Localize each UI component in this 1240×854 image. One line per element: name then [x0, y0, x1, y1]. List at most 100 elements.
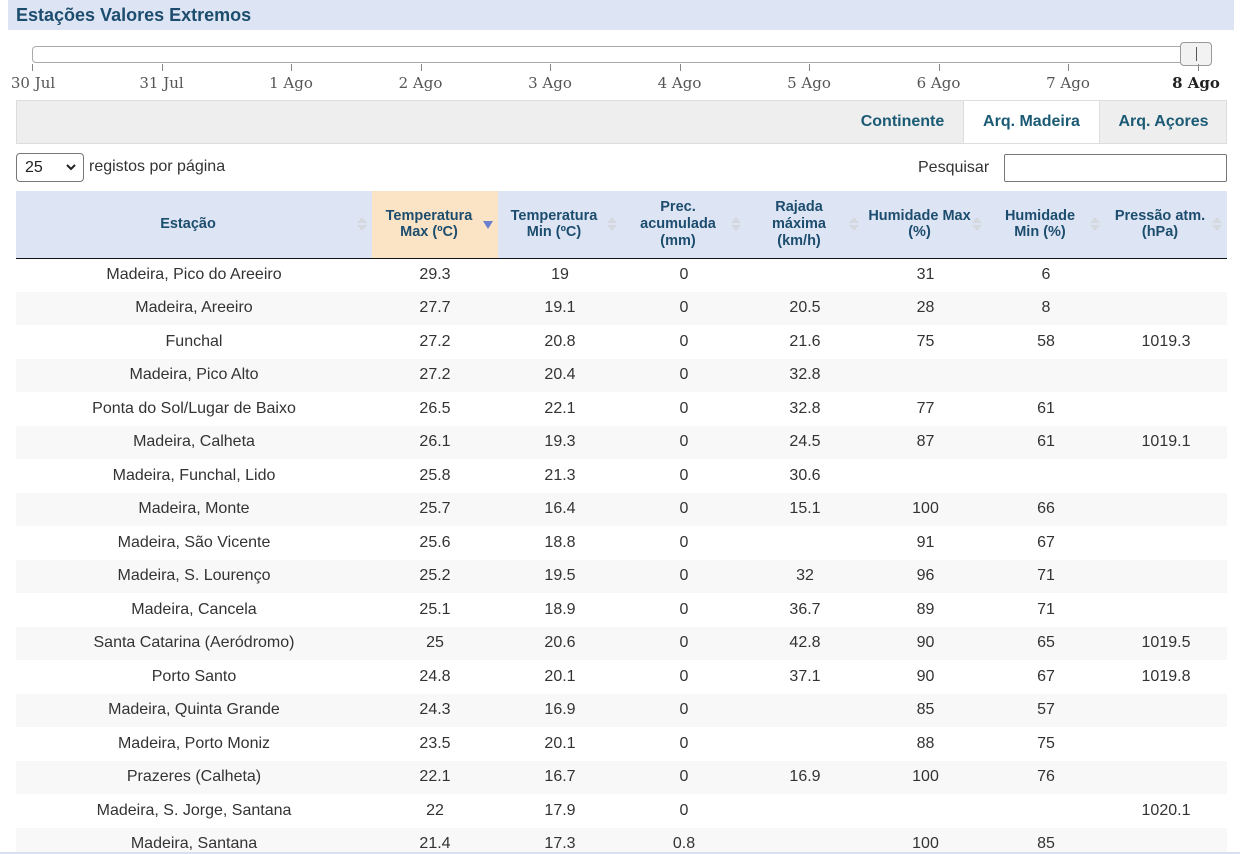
sort-descending-icon — [483, 221, 493, 230]
table-cell: 27.7 — [372, 291, 498, 325]
table-cell: 0 — [622, 291, 746, 325]
stations-table-wrap: Estação Temperatura Max (ºC) Temperatura M… — [16, 191, 1227, 854]
table-cell: Madeira, Funchal, Lido — [112, 466, 276, 484]
table-cell: 21.6 — [789, 332, 821, 350]
table-cell: 66 — [987, 492, 1105, 526]
table-cell: 76 — [987, 760, 1105, 794]
sort-icon — [731, 217, 741, 232]
table-cell: 91 — [916, 533, 935, 551]
tab-continente[interactable]: Continente — [860, 113, 945, 130]
table-row: Madeira, S. Lourenço 25.2 19.5 0 32 96 71 — [16, 559, 1227, 593]
timeline-date-label[interactable]: 4 Ago — [657, 74, 702, 92]
tab-arq-madeira[interactable]: Arq. Madeira — [963, 101, 1100, 143]
table-cell: 32.8 — [746, 358, 864, 392]
table-row: Madeira, Funchal, Lido 25.8 21.3 0 30.6 — [16, 459, 1227, 493]
table-cell: Madeira, Porto Moniz — [117, 734, 271, 752]
table-cell: 0 — [679, 533, 689, 551]
table-row: Madeira, Cancela 25.1 18.9 0 36.7 89 71 — [16, 593, 1227, 627]
timeline-date-label[interactable]: 2 Ago — [398, 74, 443, 92]
timeline-date-label[interactable]: 30 Jul — [10, 74, 56, 92]
table-cell: 1020.1 — [1141, 801, 1191, 819]
timeline-date-label[interactable]: 8 Ago — [1172, 74, 1220, 92]
timeline-date-label[interactable]: 6 Ago — [916, 74, 961, 92]
table-row: Madeira, Areeiro 27.7 19.1 0 20.5 28 8 — [16, 291, 1227, 325]
table-cell: 25.6 — [419, 533, 451, 551]
table-cell: Madeira, Quinta Grande — [16, 693, 372, 727]
sort-icon — [972, 217, 982, 232]
column-header[interactable]: Estação — [16, 191, 372, 259]
table-cell: 100 — [864, 760, 987, 794]
tab-arq-acores[interactable]: Arq. Açores — [1118, 113, 1209, 130]
timeline-tick — [938, 64, 940, 71]
column-header[interactable]: Rajada máxima (km/h) — [746, 191, 864, 259]
table-cell: 58 — [1037, 332, 1055, 350]
date-slider-track[interactable] — [32, 46, 1212, 63]
column-header[interactable]: Prec. acumulada (mm) — [622, 191, 746, 259]
search-input[interactable] — [1004, 154, 1227, 182]
column-header[interactable]: Humidade Max (%) — [864, 191, 987, 259]
table-row: Prazeres (Calheta) 22.1 16.7 0 16.9 100 76 — [16, 760, 1227, 794]
table-cell: Santa Catarina (Aeródromo) — [16, 626, 372, 660]
table-cell: 75 — [916, 332, 935, 350]
timeline-tick — [1197, 64, 1199, 71]
table-cell: 16.9 — [498, 693, 622, 727]
table-cell: 24.8 — [419, 667, 451, 685]
timeline-date-label[interactable]: 5 Ago — [787, 74, 831, 92]
column-header[interactable]: Temperatura Max (ºC) — [372, 191, 498, 259]
table-header-row: Estação Temperatura Max (ºC) Temperatura M… — [16, 191, 1227, 259]
date-slider-handle[interactable] — [1180, 42, 1212, 66]
table-cell: 0 — [679, 399, 689, 417]
column-header[interactable]: Temperatura Min (ºC) — [498, 191, 622, 259]
table-cell: Madeira, Areeiro — [16, 291, 372, 325]
table-cell: 61 — [987, 425, 1105, 459]
timeline-tick — [32, 64, 33, 71]
table-cell — [1105, 760, 1227, 794]
table-cell — [864, 794, 987, 828]
column-header[interactable]: Humidade Min (%) — [987, 191, 1105, 259]
timeline-date-label[interactable]: 31 Jul — [139, 74, 184, 92]
column-header-label: Prec. acumulada (mm) — [640, 199, 716, 249]
timeline-tick — [679, 64, 681, 71]
table-cell: 61 — [1037, 399, 1055, 417]
table-cell: 85 — [864, 693, 987, 727]
table-cell — [746, 727, 864, 761]
table-cell — [1105, 693, 1227, 727]
page-length-select[interactable]: 25 — [16, 153, 84, 182]
timeline-date-label[interactable]: 1 Ago — [269, 74, 313, 92]
table-cell: 18.8 — [544, 533, 576, 551]
timeline-tick — [161, 64, 163, 71]
table-cell: 100 — [864, 492, 987, 526]
table-cell: 0 — [679, 266, 689, 283]
column-header[interactable]: Pressão atm. (hPa) — [1105, 191, 1227, 259]
table-cell: 24.5 — [746, 425, 864, 459]
timeline-date-label[interactable]: 3 Ago — [528, 74, 572, 92]
table-cell: 8 — [987, 291, 1105, 325]
table-cell — [987, 358, 1105, 392]
table-cell: 57 — [987, 693, 1105, 727]
table-cell: 0 — [679, 734, 689, 752]
table-cell: Madeira, Cancela — [131, 600, 257, 618]
table-cell: 20.8 — [544, 332, 576, 350]
table-cell — [746, 258, 864, 292]
table-cell: 22 — [426, 801, 444, 819]
table-cell: 16.9 — [746, 760, 864, 794]
table-cell: 23.5 — [419, 734, 451, 752]
table-cell: 16.7 — [498, 760, 622, 794]
table-cell: 27.2 — [372, 358, 498, 392]
table-cell: 87 — [864, 425, 987, 459]
table-cell — [746, 827, 864, 854]
table-cell: 0 — [679, 466, 689, 484]
column-header-label: Pressão atm. (hPa) — [1114, 207, 1206, 241]
table-cell: Madeira, Santana — [16, 827, 372, 854]
table-cell: 0 — [679, 667, 689, 685]
timeline-date-label[interactable]: 7 Ago — [1046, 74, 1090, 92]
table-cell: 17.3 — [498, 827, 622, 854]
chevron-down-icon — [66, 164, 76, 171]
table-cell: 1019.3 — [1141, 332, 1191, 350]
table-body: Madeira, Pico do Areeiro 29.3 19 0 31 6 Madeir… — [16, 258, 1227, 854]
table-cell: 25.2 — [372, 559, 498, 593]
table-cell — [1105, 459, 1227, 493]
table-cell: 67 — [1037, 533, 1055, 551]
timeline-tick — [1068, 64, 1069, 71]
table-cell: Madeira, Pico do Areeiro — [106, 266, 282, 283]
